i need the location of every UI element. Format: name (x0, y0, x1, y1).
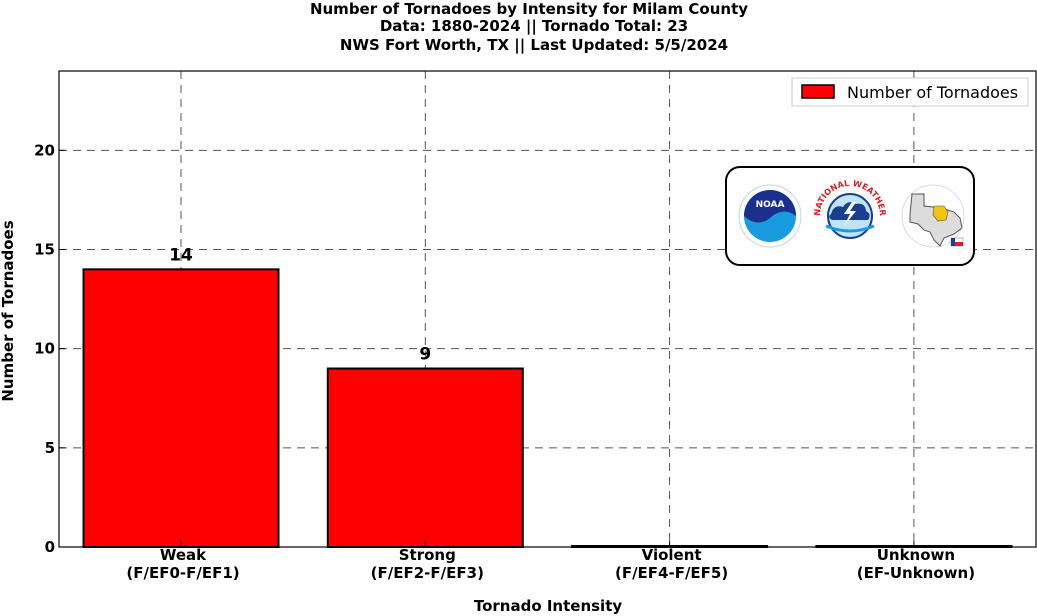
chart-title: Number of Tornadoes by Intensity for Mil… (310, 0, 748, 55)
axis-ticks: 0 5 10 15 20 Weak(F/EF0-F/EF1) Strong(F/EF2-F/… (34, 141, 975, 582)
y-tick-label: 0 (45, 538, 55, 556)
plot-frame (58, 70, 1037, 548)
legend-label: Number of Tornadoes (847, 83, 1018, 102)
x-tick-label: Strong (399, 546, 456, 564)
x-tick-label: (F/EF0-F/EF1) (126, 564, 239, 582)
y-tick-label: 20 (34, 141, 55, 159)
bar-value-label: 14 (169, 245, 193, 265)
x-tick-label: (EF-Unknown) (857, 564, 975, 582)
x-tick-label: Violent (642, 546, 702, 564)
title-line-3: NWS Fort Worth, TX || Last Updated: 5/5/… (340, 36, 728, 55)
y-tick-label: 15 (34, 241, 55, 259)
noaa-wordmark: NOAA (756, 200, 785, 210)
bar (82, 268, 280, 548)
y-tick-label: 10 (34, 340, 55, 358)
title-line-1: Number of Tornadoes by Intensity for Mil… (310, 0, 748, 18)
y-tick-label: 5 (45, 439, 55, 457)
legend-swatch (801, 84, 835, 99)
nws-fort-worth-texas-logo (901, 184, 965, 248)
x-tick-label: (F/EF2-F/EF3) (371, 564, 484, 582)
x-tick-label: Weak (160, 546, 207, 564)
x-tick-label: (F/EF4-F/EF5) (615, 564, 728, 582)
x-axis-label: Tornado Intensity (474, 597, 623, 615)
noaa-logo: NOAA (738, 184, 802, 248)
x-tick-label: Unknown (877, 546, 955, 564)
bar-value-label: 9 (419, 345, 431, 365)
y-axis-label: Number of Tornadoes (0, 220, 17, 401)
bar (326, 367, 524, 548)
title-line-2: Data: 1880-2024 || Tornado Total: 23 (380, 17, 688, 36)
legend: Number of Tornadoes (791, 77, 1029, 107)
